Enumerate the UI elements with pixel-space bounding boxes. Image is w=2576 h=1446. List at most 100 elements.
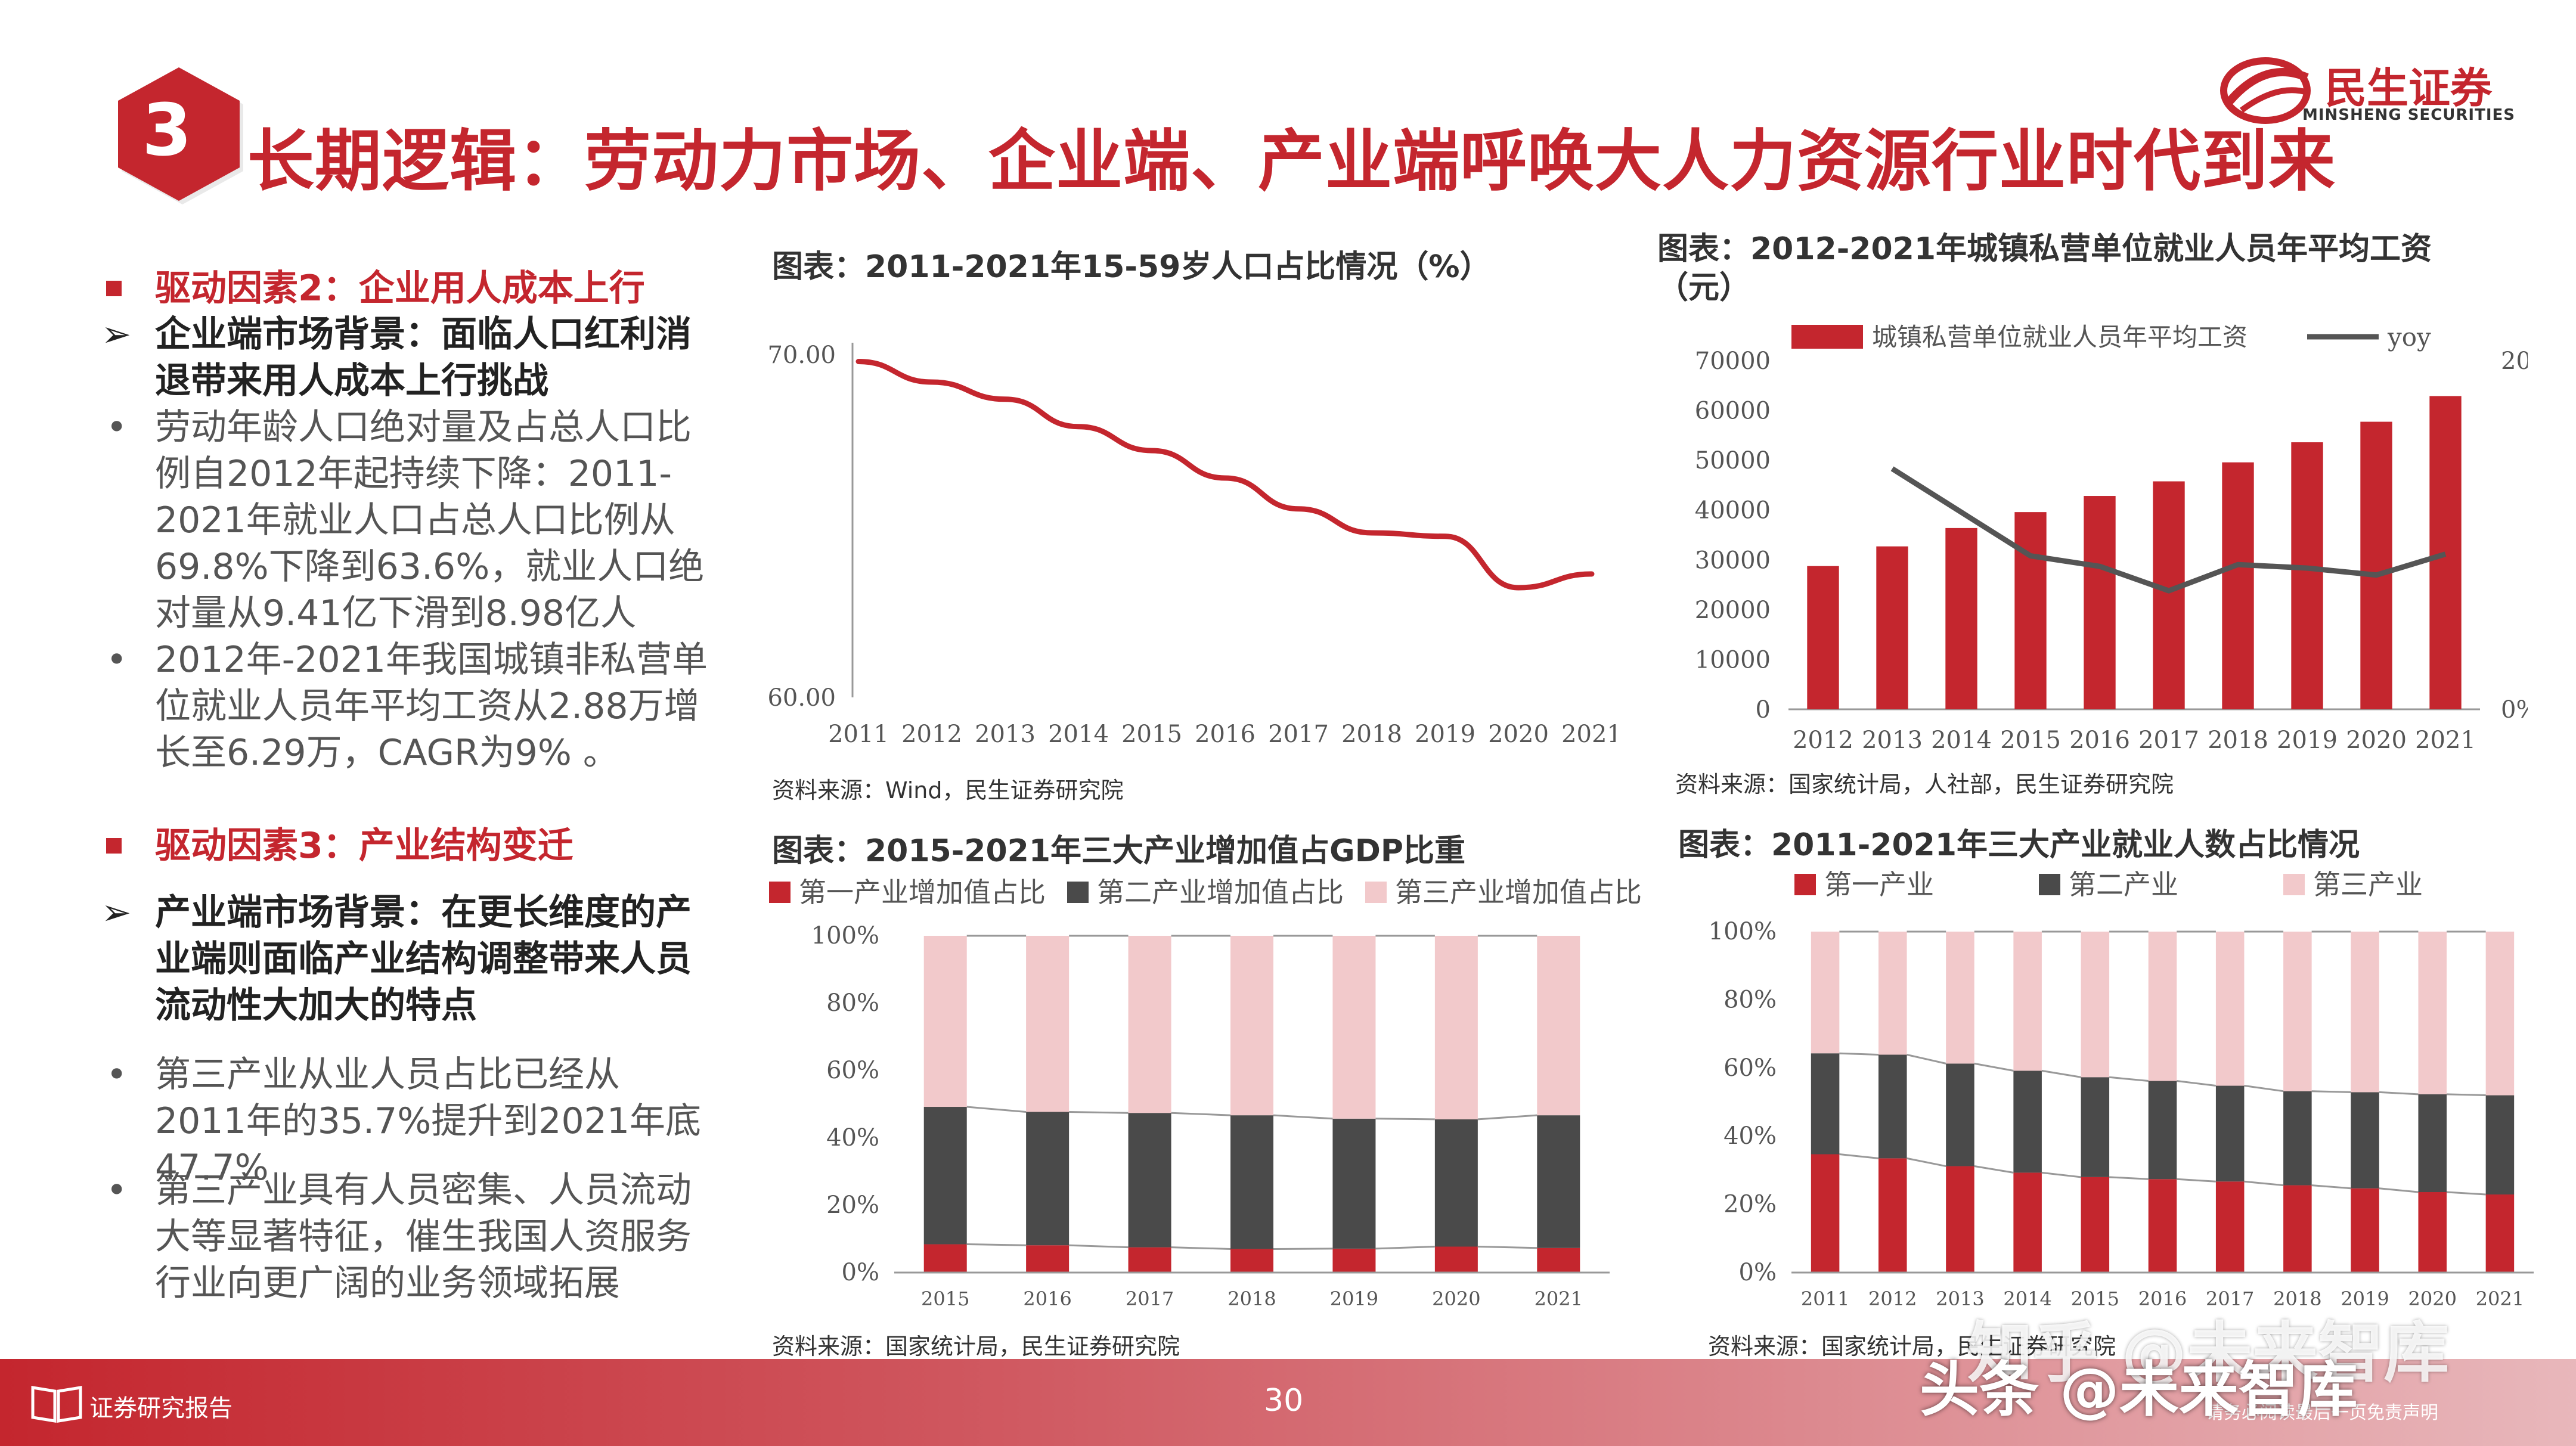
watermark-toutiao: 头条 @未来智库 bbox=[1920, 1355, 2358, 1425]
chart3-y-tick: 80% bbox=[826, 989, 879, 1017]
chart3-legend-swatch bbox=[769, 882, 791, 903]
section-number: 3 bbox=[142, 89, 192, 172]
chart3-y-tick: 100% bbox=[811, 922, 879, 949]
page-number: 30 bbox=[1264, 1383, 1304, 1419]
chart2-bar bbox=[2153, 481, 2185, 709]
page-title: 长期逻辑：劳动力市场、企业端、产业端呼唤大人力资源行业时代到来 bbox=[247, 123, 2336, 200]
chart2-y-tick: 10000 bbox=[1695, 646, 1771, 674]
chart4-connector bbox=[2311, 1090, 2351, 1093]
chart4-connector bbox=[2041, 1171, 2081, 1178]
chart1-x-tick: 2016 bbox=[1195, 721, 1256, 748]
chart4-connector bbox=[1974, 1165, 2014, 1174]
driver3-bullet-1: • 第三产业从业人员占比已经从2011年的35.7%提升到2021年底47.7% bbox=[101, 1051, 709, 1191]
chart3-connector bbox=[1477, 1245, 1537, 1249]
chart1-series-line bbox=[855, 359, 1595, 591]
chart3-bar-segment bbox=[1332, 936, 1376, 1119]
chart4-bar-segment bbox=[1878, 932, 1907, 1055]
chart1-y-tick: 60.00 bbox=[767, 684, 836, 712]
footer-bar bbox=[0, 1359, 2576, 1446]
driver3-bullet-2: • 第三产业具有人员密集、人员流动大等显著特征，催生我国人资服务行业向更广阔的业… bbox=[101, 1167, 709, 1307]
chart3-connector bbox=[1069, 1244, 1129, 1249]
chart3-bar-segment bbox=[1128, 1113, 1171, 1248]
chart4-connector bbox=[2109, 1176, 2149, 1180]
chart1-x-tick: 2011 bbox=[828, 721, 889, 748]
chart4-legend-label: 第三产业 bbox=[2313, 868, 2423, 901]
chart3-bar-segment bbox=[923, 1107, 967, 1245]
chart3-bar-segment bbox=[1434, 1119, 1478, 1247]
chart3-connector bbox=[1375, 1245, 1435, 1250]
chart4-bar-segment bbox=[2418, 1094, 2447, 1193]
chart3-y-tick: 40% bbox=[826, 1124, 879, 1152]
chart4-connector bbox=[2244, 1085, 2284, 1093]
dot-bullet-icon: • bbox=[106, 1169, 128, 1211]
chart3-connector bbox=[1171, 1246, 1231, 1250]
driver3-heading: 驱动因素3：产业结构变迁 bbox=[101, 823, 709, 869]
chart2-bar-line-chart: 0 10000 20000 30000 40000 50000 60000 70000 20% 0… bbox=[1695, 322, 2528, 754]
chart1-x-tick: 2018 bbox=[1341, 721, 1402, 748]
chart4-connector bbox=[2244, 1180, 2284, 1187]
chart4-connector bbox=[2379, 1187, 2419, 1193]
chart4-bar-segment bbox=[2283, 1185, 2312, 1273]
chart1-x-tick: 2012 bbox=[901, 721, 962, 748]
chart1-x-tick: 2017 bbox=[1268, 721, 1329, 748]
chart3-connector bbox=[966, 1243, 1027, 1246]
chart3-connector bbox=[1273, 1114, 1333, 1120]
chart4-bar-segment bbox=[1946, 932, 1974, 1064]
chart4-connector bbox=[2446, 1191, 2486, 1196]
chart3-legend-swatch bbox=[1067, 882, 1089, 903]
chart4-bar-segment bbox=[2215, 932, 2245, 1086]
chart4-title: 图表：2011-2021年三大产业就业人数占比情况 bbox=[1678, 827, 2360, 863]
chart4-bar-segment bbox=[2081, 1177, 2110, 1273]
chart3-bar-segment bbox=[1537, 936, 1580, 1116]
chart3-bar-segment bbox=[1230, 936, 1273, 1116]
chart3-x-tick: 2017 bbox=[1126, 1287, 1174, 1310]
chart4-legend-swatch bbox=[2039, 874, 2060, 895]
chart3-x-tick: 2018 bbox=[1227, 1287, 1276, 1310]
chart1-title: 图表：2011-2021年15-59岁人口占比情况（%） bbox=[772, 249, 1491, 285]
chart2-x-tick: 2012 bbox=[1793, 727, 1853, 754]
chart3-title: 图表：2015-2021年三大产业增加值占GDP比重 bbox=[772, 833, 1465, 869]
chart4-x-tick: 2013 bbox=[1936, 1287, 1984, 1310]
dot-bullet-icon: • bbox=[106, 639, 128, 681]
chart1-x-tick: 2013 bbox=[975, 721, 1036, 748]
chart4-x-tick: 2018 bbox=[2273, 1287, 2321, 1310]
chart4-x-tick: 2019 bbox=[2341, 1287, 2389, 1310]
chart2-bar bbox=[2360, 421, 2392, 709]
chart4-y-tick: 0% bbox=[1739, 1259, 1777, 1286]
chart2-legend-swatch-bar bbox=[1791, 325, 1863, 349]
chart3-x-tick: 2020 bbox=[1432, 1287, 1480, 1310]
logo-text-en: MINSHENG SECURITIES bbox=[2302, 106, 2515, 124]
chart4-bar-segment bbox=[2351, 1092, 2379, 1189]
chart4-connector bbox=[2177, 1080, 2217, 1087]
chart2-bar bbox=[2222, 462, 2254, 709]
chart3-legend-label: 第二产业增加值占比 bbox=[1097, 876, 1344, 908]
chart2-y2-tick: 0% bbox=[2501, 696, 2528, 724]
chart4-bar-segment bbox=[2485, 1095, 2515, 1195]
chart3-bar-segment bbox=[1434, 1246, 1478, 1273]
chart2-x-tick: 2016 bbox=[2069, 727, 2130, 754]
chart2-y-tick: 20000 bbox=[1695, 597, 1771, 624]
chart2-x-tick: 2015 bbox=[2000, 727, 2061, 754]
chart2-bar bbox=[1876, 546, 1908, 709]
chart2-title-line1: 图表：2012-2021年城镇私营单位就业人员年平均工资 bbox=[1657, 231, 2432, 267]
chart4-x-tick: 2012 bbox=[1868, 1287, 1917, 1310]
chart4-bar-segment bbox=[2351, 932, 2379, 1093]
chart1-x-tick: 2014 bbox=[1048, 721, 1109, 748]
chart3-bar-segment bbox=[1230, 1115, 1273, 1249]
chart4-connector bbox=[2311, 1184, 2351, 1190]
chart3-connector bbox=[966, 1106, 1027, 1113]
square-bullet-icon bbox=[106, 838, 122, 854]
chart3-bar-segment bbox=[1128, 936, 1171, 1113]
chart4-bar-segment bbox=[2148, 1081, 2177, 1180]
chart4-bar-segment bbox=[2418, 1192, 2447, 1273]
chart4-bar-segment bbox=[2013, 1070, 2042, 1173]
chart3-bar-segment bbox=[1026, 936, 1070, 1112]
watermark-zhihu: 知乎 @未来智库 bbox=[1967, 1315, 2450, 1391]
chart4-bar-segment bbox=[1811, 1053, 1840, 1155]
chart4-bar-segment bbox=[1878, 1054, 1907, 1159]
chart4-bar-segment bbox=[1811, 932, 1840, 1054]
chart3-bar-segment bbox=[1230, 1249, 1273, 1273]
chart3-bar-segment bbox=[923, 1244, 967, 1273]
chart2-x-tick: 2020 bbox=[2346, 727, 2407, 754]
arrow-bullet-icon: ➢ bbox=[101, 892, 132, 933]
